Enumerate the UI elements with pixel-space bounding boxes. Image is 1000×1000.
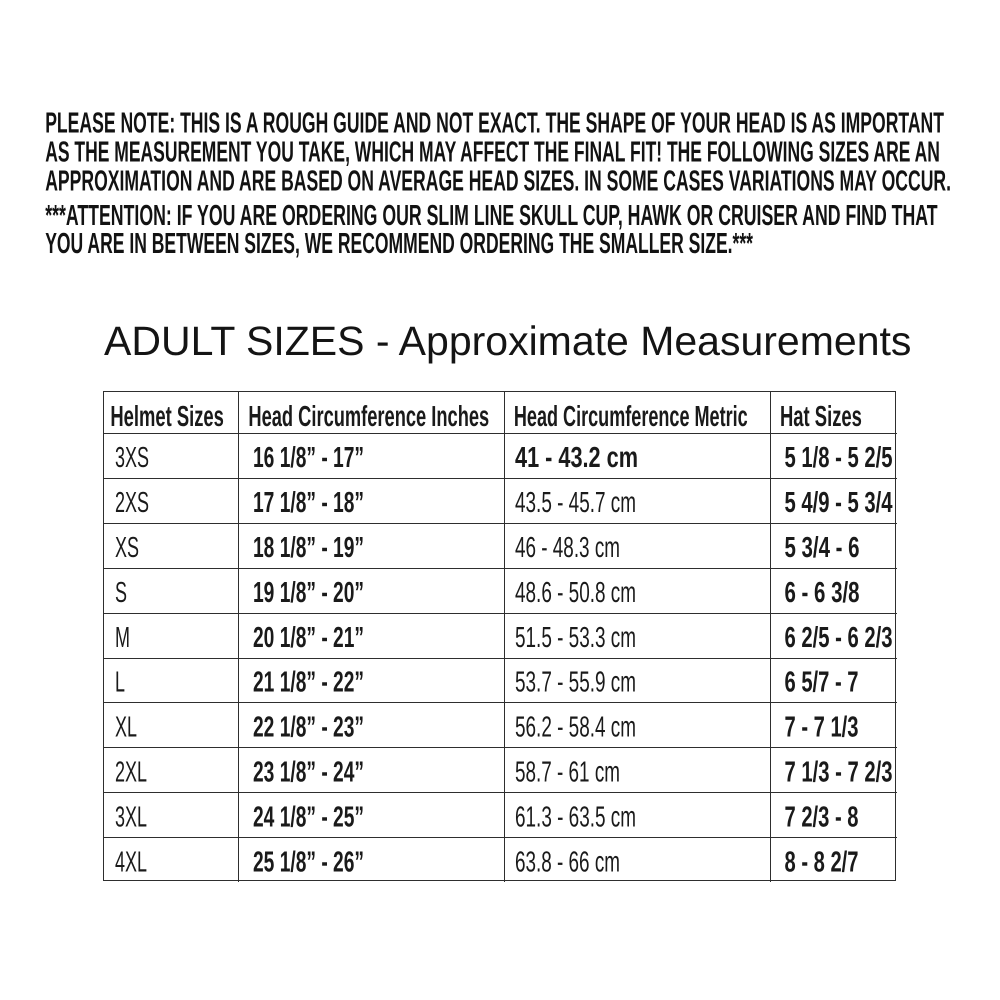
svg-text:8 - 8 2/7: 8 - 8 2/7 xyxy=(785,846,859,878)
svg-text:21 1/8” - 22”: 21 1/8” - 22” xyxy=(253,667,364,699)
svg-text:22 1/8” - 23”: 22 1/8” - 23” xyxy=(253,712,364,744)
svg-text:XS: XS xyxy=(115,532,139,564)
svg-text:7 2/3 - 8: 7 2/3 - 8 xyxy=(785,801,859,833)
svg-text:6 5/7 - 7: 6 5/7 - 7 xyxy=(785,667,859,699)
svg-text:M: M xyxy=(115,622,130,654)
svg-text:20 1/8” - 21”: 20 1/8” - 21” xyxy=(253,622,364,654)
svg-text:L: L xyxy=(115,667,125,699)
svg-text:19 1/8” - 20”: 19 1/8” - 20” xyxy=(253,577,364,609)
svg-text:Head Circumference Inches: Head Circumference Inches xyxy=(248,401,489,433)
svg-text:5 1/8 - 5 2/5: 5 1/8 - 5 2/5 xyxy=(785,442,893,474)
svg-text:7 - 7 1/3: 7 - 7 1/3 xyxy=(785,712,859,744)
svg-text:YOU ARE IN BETWEEN SIZES, WE R: YOU ARE IN BETWEEN SIZES, WE RECOMMEND O… xyxy=(45,228,753,260)
svg-text:S: S xyxy=(115,577,127,609)
svg-text:2XL: 2XL xyxy=(115,757,147,789)
svg-text:23 1/8” - 24”: 23 1/8” - 24” xyxy=(253,757,364,789)
svg-text:6 2/5 - 6 2/3: 6 2/5 - 6 2/3 xyxy=(785,622,893,654)
svg-text:2XS: 2XS xyxy=(115,487,149,519)
svg-text:53.7 - 55.9 cm: 53.7 - 55.9 cm xyxy=(515,667,636,699)
svg-text:APPROXIMATION AND ARE BASED ON: APPROXIMATION AND ARE BASED ON AVERAGE H… xyxy=(45,165,951,197)
svg-text:4XL: 4XL xyxy=(115,846,147,878)
svg-text:3XS: 3XS xyxy=(115,442,149,474)
svg-text:AS THE MEASUREMENT YOU TAKE, W: AS THE MEASUREMENT YOU TAKE, WHICH MAY A… xyxy=(45,136,940,168)
svg-text:46 - 48.3 cm: 46 - 48.3 cm xyxy=(515,532,620,564)
svg-text:5 4/9 - 5 3/4: 5 4/9 - 5 3/4 xyxy=(785,487,893,519)
svg-text:3XL: 3XL xyxy=(115,801,147,833)
svg-text:Hat Sizes: Hat Sizes xyxy=(780,401,862,433)
svg-text:18 1/8” - 19”: 18 1/8” - 19” xyxy=(253,532,364,564)
svg-text:63.8 - 66 cm: 63.8 - 66 cm xyxy=(515,846,620,878)
svg-text:6 - 6 3/8: 6 - 6 3/8 xyxy=(785,577,860,609)
svg-text:51.5 - 53.3 cm: 51.5 - 53.3 cm xyxy=(515,622,636,654)
svg-text:XL: XL xyxy=(115,712,137,744)
svg-text:Helmet Sizes: Helmet Sizes xyxy=(110,401,223,433)
svg-text:48.6 - 50.8 cm: 48.6 - 50.8 cm xyxy=(515,577,636,609)
svg-text:24 1/8” - 25”: 24 1/8” - 25” xyxy=(253,801,364,833)
svg-text:PLEASE NOTE: THIS IS A ROUGH G: PLEASE NOTE: THIS IS A ROUGH GUIDE AND N… xyxy=(45,107,944,139)
svg-text:41 - 43.2 cm: 41 - 43.2 cm xyxy=(515,442,638,474)
svg-text:7 1/3 - 7 2/3: 7 1/3 - 7 2/3 xyxy=(785,757,893,789)
svg-text:56.2 - 58.4 cm: 56.2 - 58.4 cm xyxy=(515,712,636,744)
svg-text:16 1/8” - 17”: 16 1/8” - 17” xyxy=(253,442,364,474)
svg-text:5 3/4 - 6: 5 3/4 - 6 xyxy=(785,532,860,564)
svg-text:43.5 - 45.7 cm: 43.5 - 45.7 cm xyxy=(515,487,636,519)
svg-text:Head Circumference Metric: Head Circumference Metric xyxy=(514,401,748,433)
svg-text:17 1/8” - 18”: 17 1/8” - 18” xyxy=(253,487,364,519)
svg-text:61.3 - 63.5 cm: 61.3 - 63.5 cm xyxy=(515,801,636,833)
svg-text:58.7 - 61 cm: 58.7 - 61 cm xyxy=(515,757,620,789)
svg-text:25 1/8” - 26”: 25 1/8” - 26” xyxy=(253,846,364,878)
